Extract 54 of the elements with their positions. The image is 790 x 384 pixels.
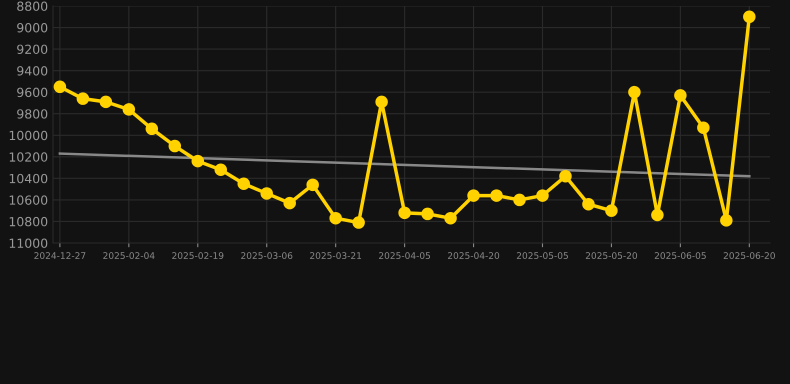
point xyxy=(100,96,112,108)
point xyxy=(283,196,296,210)
x-tick-label: 2025-06-05 xyxy=(654,252,706,260)
y-tick-label: 10400 xyxy=(10,174,48,184)
point xyxy=(628,86,641,98)
point xyxy=(582,198,595,210)
x-tick-label: 2025-04-05 xyxy=(379,252,430,260)
point xyxy=(513,194,526,206)
y-tick-label: 10800 xyxy=(10,216,48,226)
y-tick-label: 9400 xyxy=(17,66,48,76)
point xyxy=(697,121,710,134)
y-tick-label: 10000 xyxy=(10,130,48,140)
point xyxy=(651,208,664,222)
point xyxy=(214,163,228,176)
point xyxy=(467,189,480,202)
point xyxy=(490,189,503,202)
y-tick-label: 9800 xyxy=(17,109,48,119)
point xyxy=(76,92,90,105)
x-tick-label: 2025-05-20 xyxy=(586,252,638,260)
point xyxy=(398,206,411,220)
x-tick-label: 2024-12-27 xyxy=(34,252,86,260)
y-tick-label: 10600 xyxy=(10,195,48,205)
x-tick-label: 2025-06-20 xyxy=(724,252,775,260)
x-tick-label: 2025-03-21 xyxy=(310,252,362,260)
point xyxy=(260,187,273,200)
x-tick-label: 2025-04-20 xyxy=(448,252,500,260)
point xyxy=(329,212,342,224)
x-tick-label: 2025-05-05 xyxy=(516,252,568,260)
y-tick-label: 10200 xyxy=(10,152,48,162)
point xyxy=(444,212,457,224)
point xyxy=(54,80,66,94)
point xyxy=(674,89,687,102)
y-tick-label: 9600 xyxy=(17,88,48,98)
point xyxy=(237,178,250,190)
point xyxy=(192,154,204,168)
point xyxy=(146,122,158,136)
x-tick-label: 2025-03-06 xyxy=(241,252,292,260)
point xyxy=(536,189,549,202)
point xyxy=(720,214,733,227)
x-tick-label: 2025-02-19 xyxy=(172,252,224,260)
y-tick-label: 11000 xyxy=(10,238,48,248)
point xyxy=(306,178,319,192)
y-tick-label: 9000 xyxy=(17,23,48,32)
point xyxy=(168,140,182,152)
point xyxy=(375,96,388,108)
y-tick-label: 9200 xyxy=(17,44,48,54)
point xyxy=(605,204,618,217)
point xyxy=(559,170,572,182)
y-tick-label: 8800 xyxy=(17,1,48,11)
point xyxy=(352,216,365,229)
point xyxy=(122,103,136,116)
point xyxy=(421,208,434,220)
point xyxy=(743,10,756,24)
x-tick-label: 2025-02-04 xyxy=(103,252,155,260)
